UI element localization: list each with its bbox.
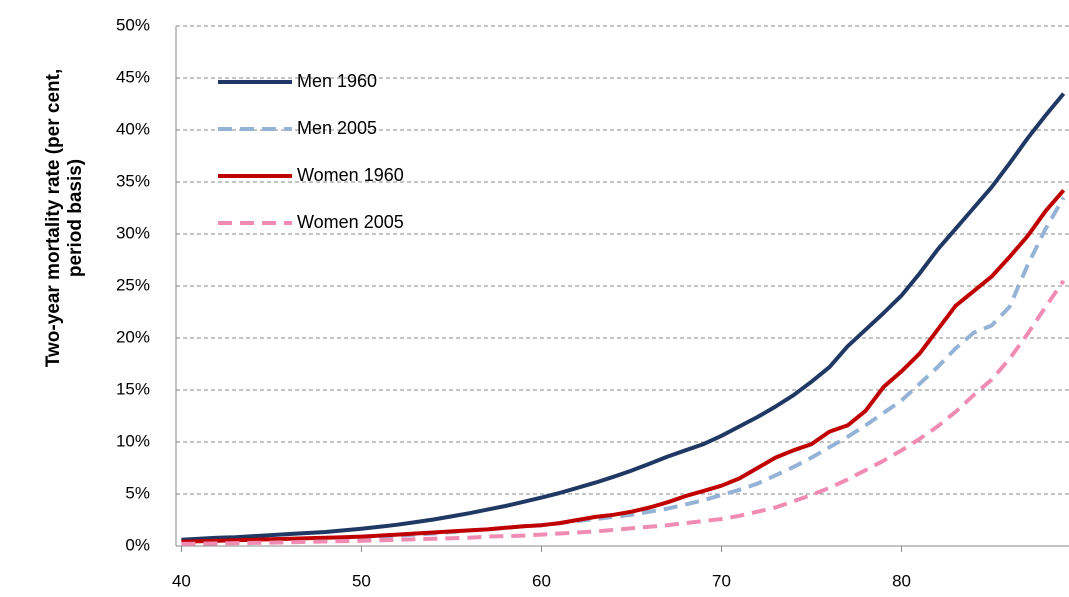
x-tick-label: 40: [172, 571, 191, 590]
x-tick-label: 50: [352, 571, 371, 590]
series-line: [181, 188, 1066, 544]
y-tick-label: 10%: [116, 431, 150, 450]
legend-label: Men 1960: [297, 71, 377, 91]
y-tick-label: 5%: [125, 483, 150, 502]
series-line: [181, 92, 1066, 542]
y-tick-label: 15%: [116, 379, 150, 398]
series-line: [181, 279, 1066, 546]
x-tick-label: 60: [532, 571, 551, 590]
legend-label: Women 2005: [297, 212, 404, 232]
y-tick-label: 50%: [116, 15, 150, 34]
y-tick-label: 35%: [116, 171, 150, 190]
y-tick-label: 20%: [116, 327, 150, 346]
x-tick-label: 70: [712, 571, 731, 590]
legend-label: Women 1960: [297, 165, 404, 185]
legend-label: Men 2005: [297, 118, 377, 138]
y-tick-label: 45%: [116, 67, 150, 86]
x-tick-label: 80: [892, 571, 911, 590]
series-line: [181, 196, 1066, 546]
y-tick-label: 25%: [116, 275, 150, 294]
y-axis-label: Two-year mortality rate (per cent,period…: [43, 69, 86, 367]
y-tick-label: 40%: [116, 119, 150, 138]
y-tick-label: 0%: [125, 535, 150, 554]
y-tick-label: 30%: [116, 223, 150, 242]
